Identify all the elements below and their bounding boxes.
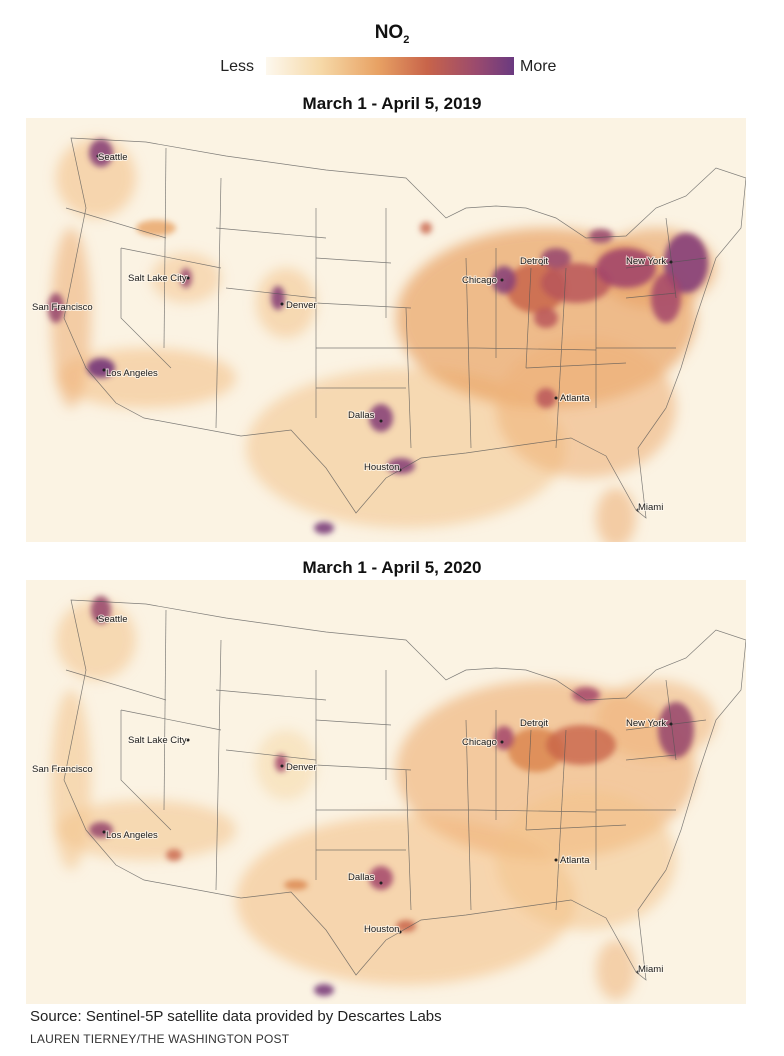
city-label-detroit: Detroit: [520, 718, 548, 729]
city-label-atlanta: Atlanta: [560, 393, 590, 404]
panel-title-2020: March 1 - April 5, 2020: [302, 558, 482, 577]
state-borders: [63, 599, 746, 981]
legend-more-label: More: [520, 58, 557, 75]
city-label-houston: Houston: [364, 462, 399, 473]
city-label-miami: Miami: [638, 964, 663, 975]
city-label-los-angeles: Los Angeles: [106, 830, 158, 841]
legend-color-ramp: [266, 57, 514, 75]
city-label-san-francisco: San Francisco: [32, 302, 93, 313]
city-label-atlanta: Atlanta: [560, 855, 590, 866]
city-label-dallas: Dallas: [348, 872, 375, 883]
city-markers: [56, 154, 673, 512]
city-label-denver: Denver: [286, 300, 317, 311]
city-label-detroit: Detroit: [520, 256, 548, 267]
city-label-chicago: Chicago: [462, 737, 497, 748]
city-label-dallas: Dallas: [348, 410, 375, 421]
panel-title-2019: March 1 - April 5, 2019: [302, 94, 482, 113]
city-label-salt-lake-city: Salt Lake City: [128, 735, 187, 746]
city-label-salt-lake-city: Salt Lake City: [128, 273, 187, 284]
legend-less-label: Less: [220, 58, 254, 75]
city-label-denver: Denver: [286, 762, 317, 773]
map-2020-svg: Seattle Salt Lake City San Francisco Den…: [26, 580, 746, 1004]
city-markers: [56, 616, 673, 974]
legend-title: NO2: [374, 22, 410, 46]
city-label-san-francisco: San Francisco: [32, 764, 93, 775]
city-label-houston: Houston: [364, 924, 399, 935]
no2-hotspots: [89, 596, 694, 996]
state-borders: [63, 137, 746, 519]
city-label-new-york: New York: [626, 718, 666, 729]
city-label-seattle: Seattle: [98, 152, 128, 163]
credit-line: LAUREN TIERNEY/THE WASHINGTON POST: [30, 1032, 290, 1046]
city-label-los-angeles: Los Angeles: [106, 368, 158, 379]
no2-hotspots: [48, 139, 708, 534]
city-label-miami: Miami: [638, 502, 663, 513]
city-label-seattle: Seattle: [98, 614, 128, 625]
map-2019-svg: Seattle Salt Lake City San Francisco Den…: [26, 118, 746, 542]
city-label-new-york: New York: [626, 256, 666, 267]
source-note: Source: Sentinel-5P satellite data provi…: [30, 1008, 442, 1025]
map-2020: Seattle Salt Lake City San Francisco Den…: [26, 580, 746, 1004]
map-2019: Seattle Salt Lake City San Francisco Den…: [26, 118, 746, 542]
city-label-chicago: Chicago: [462, 275, 497, 286]
